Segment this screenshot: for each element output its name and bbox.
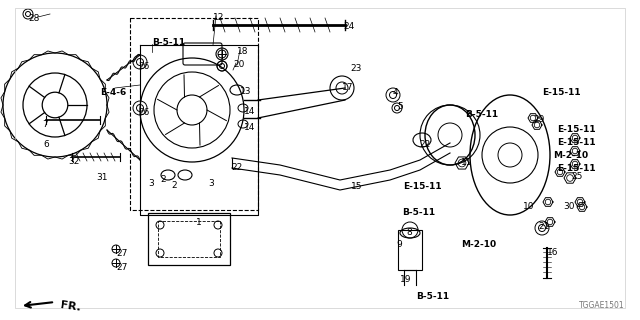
- Text: E-15-11: E-15-11: [557, 125, 596, 134]
- Text: 18: 18: [237, 47, 248, 56]
- Text: 17: 17: [342, 83, 353, 92]
- Text: 26: 26: [138, 108, 149, 117]
- Text: 29: 29: [533, 115, 545, 124]
- Text: 25: 25: [571, 172, 582, 181]
- Text: 24: 24: [343, 22, 355, 31]
- Text: 12: 12: [213, 13, 225, 22]
- Text: 19: 19: [400, 275, 412, 284]
- Text: E-15-11: E-15-11: [542, 88, 580, 97]
- Text: 23: 23: [350, 64, 362, 73]
- Text: 31: 31: [96, 173, 108, 182]
- Text: 30: 30: [563, 202, 575, 211]
- Text: 3: 3: [148, 179, 154, 188]
- Text: 26: 26: [138, 62, 149, 71]
- Text: 7: 7: [42, 120, 48, 129]
- Text: 11: 11: [461, 158, 472, 167]
- Text: 5: 5: [397, 102, 403, 111]
- Text: M-2-10: M-2-10: [461, 240, 496, 249]
- Text: E-15-11: E-15-11: [557, 164, 596, 173]
- Bar: [158, 221, 220, 257]
- Text: 8: 8: [406, 228, 412, 237]
- Text: 27: 27: [116, 263, 127, 272]
- Text: E-15-11: E-15-11: [557, 138, 596, 147]
- Text: 15: 15: [351, 182, 362, 191]
- Text: B-5-11: B-5-11: [152, 38, 185, 47]
- Text: 22: 22: [419, 140, 430, 149]
- Text: 28: 28: [28, 14, 40, 23]
- Text: 13: 13: [240, 87, 252, 96]
- Text: 16: 16: [547, 248, 559, 257]
- Text: B-5-11: B-5-11: [416, 292, 449, 301]
- Text: 14: 14: [244, 107, 255, 116]
- Bar: [130, 18, 258, 210]
- Text: B-5-11: B-5-11: [465, 110, 498, 119]
- Bar: [398, 230, 422, 270]
- Text: FR.: FR.: [60, 300, 82, 313]
- Text: 14: 14: [244, 123, 255, 132]
- Text: 3: 3: [208, 179, 214, 188]
- Text: 9: 9: [396, 240, 402, 249]
- Text: TGGAE1501: TGGAE1501: [579, 301, 625, 310]
- Text: E-4-6: E-4-6: [100, 88, 126, 97]
- Text: 2: 2: [171, 181, 177, 190]
- Text: M-2-10: M-2-10: [553, 151, 588, 160]
- Text: 22: 22: [231, 163, 243, 172]
- Text: 6: 6: [43, 140, 49, 149]
- Text: 27: 27: [116, 249, 127, 258]
- Text: 21: 21: [538, 222, 549, 231]
- Text: 1: 1: [196, 218, 202, 227]
- Text: 2: 2: [160, 175, 166, 184]
- Text: 10: 10: [523, 202, 534, 211]
- Text: E-15-11: E-15-11: [403, 182, 442, 191]
- Text: 20: 20: [233, 60, 244, 69]
- Text: B-5-11: B-5-11: [402, 208, 435, 217]
- Text: 4: 4: [393, 88, 399, 97]
- Text: 32: 32: [68, 157, 79, 166]
- Bar: [148, 213, 230, 265]
